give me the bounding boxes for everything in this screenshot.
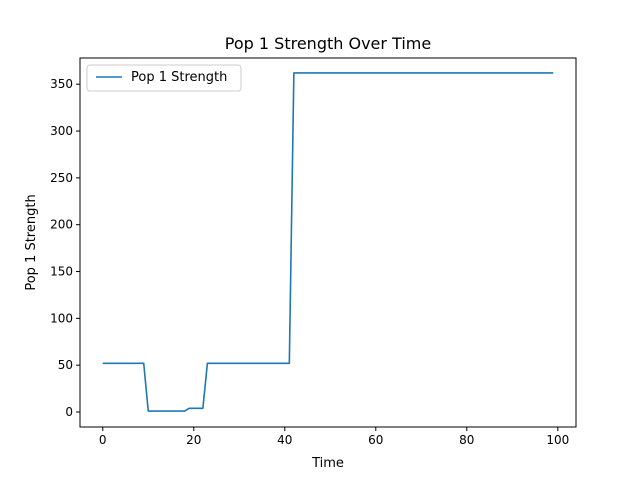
y-tick-label: 350 [50, 77, 73, 91]
y-tick-label: 150 [50, 265, 73, 279]
x-axis-title: Time [311, 456, 344, 471]
series-line [102, 72, 554, 412]
y-tick-label: 250 [50, 171, 73, 185]
legend: Pop 1 Strength [86, 64, 242, 92]
y-axis: 0 50 100 150 200 250 300 350 [50, 77, 80, 419]
x-tick-label: 20 [186, 433, 201, 447]
y-tick-label: 200 [50, 218, 73, 232]
legend-label: Pop 1 Strength [131, 70, 227, 85]
x-tick-label: 60 [368, 433, 383, 447]
x-axis: 0 20 40 60 80 100 [99, 427, 569, 447]
plot-area-frame [79, 57, 577, 428]
y-tick-label: 50 [58, 358, 73, 372]
series-layer [102, 72, 554, 412]
x-tick-label: 40 [277, 433, 292, 447]
x-tick-label: 0 [99, 433, 107, 447]
legend-box [86, 64, 242, 92]
y-axis-title: Pop 1 Strength [24, 194, 39, 290]
chart-title: Pop 1 Strength Over Time [225, 34, 431, 53]
x-tick-label: 100 [546, 433, 569, 447]
y-tick-label: 100 [50, 311, 73, 325]
y-tick-label: 0 [65, 405, 73, 419]
y-tick-label: 300 [50, 124, 73, 138]
x-tick-label: 80 [459, 433, 474, 447]
